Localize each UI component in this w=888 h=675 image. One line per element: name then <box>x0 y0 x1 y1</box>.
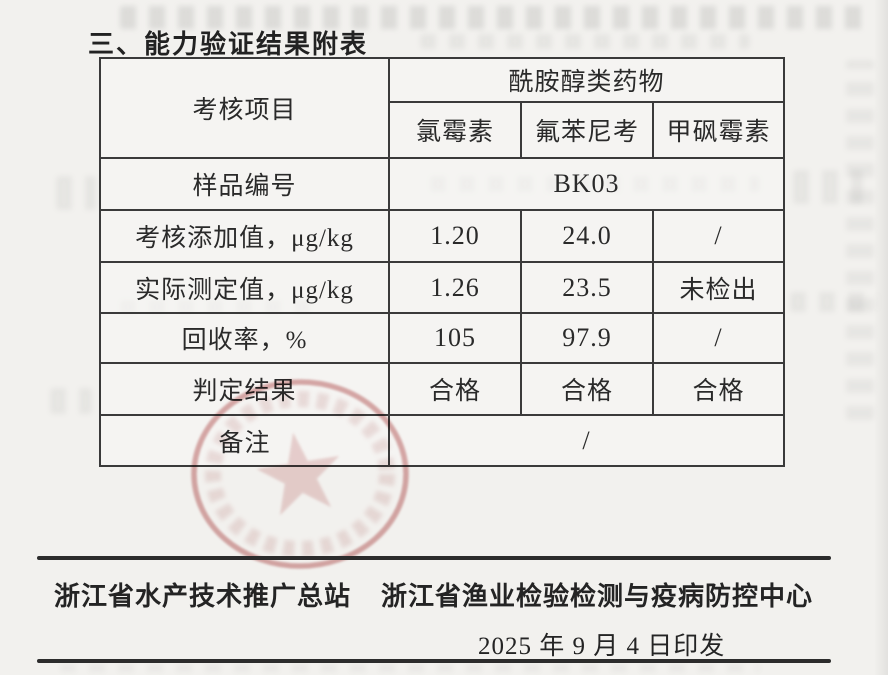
divider-line-bottom <box>37 659 831 663</box>
table-group-header: 酰胺醇类药物 <box>388 57 785 103</box>
column-header-chloramphenicol: 氯霉素 <box>388 101 522 159</box>
table-row: 判定结果 合格 合格 合格 <box>99 362 785 416</box>
cell-value: / <box>652 209 785 263</box>
row-label-measured-value: 实际测定值，μg/kg <box>99 261 390 314</box>
bleedthrough-artifact <box>50 388 92 414</box>
table-row: 回收率，% 105 97.9 / <box>99 312 785 364</box>
cell-value: 合格 <box>388 362 522 416</box>
bleedthrough-artifact <box>60 664 760 672</box>
cell-value: 97.9 <box>520 312 654 364</box>
issue-date: 2025 年 9 月 4 日印发 <box>478 633 726 660</box>
table-row: 实际测定值，μg/kg 1.26 23.5 未检出 <box>99 261 785 314</box>
results-table: 考核项目 酰胺醇类药物 氯霉素 氟苯尼考 甲砜霉素 样品编号 BK03 考核添加… <box>99 57 785 467</box>
bleedthrough-artifact <box>56 176 96 210</box>
table-row: 样品编号 BK03 <box>99 157 785 211</box>
row-label-recovery-rate: 回收率，% <box>99 312 390 364</box>
remarks-value: / <box>388 414 785 467</box>
issuer-right: 浙江省渔业检验检测与疫病防控中心 <box>381 582 814 611</box>
bleedthrough-artifact <box>793 170 863 204</box>
cell-value: 23.5 <box>520 261 654 314</box>
cell-value: 合格 <box>652 362 785 416</box>
row-label-remarks: 备注 <box>99 414 390 467</box>
divider-line-top <box>37 556 831 560</box>
table-row: 考核添加值，μg/kg 1.20 24.0 / <box>99 209 785 263</box>
bleedthrough-artifact <box>790 292 878 312</box>
cell-value: 1.26 <box>388 261 522 314</box>
column-header-thiamphenicol: 甲砜霉素 <box>652 101 785 159</box>
page-title: 三、能力验证结果附表 <box>88 30 369 59</box>
table-corner-header: 考核项目 <box>99 57 390 159</box>
row-label-judgement-result: 判定结果 <box>99 362 390 416</box>
cell-value: 合格 <box>520 362 654 416</box>
issuing-organizations: 浙江省水产技术推广总站 浙江省渔业检验检测与疫病防控中心 <box>54 576 854 613</box>
column-header-florfenicol: 氟苯尼考 <box>520 101 654 159</box>
issuer-left: 浙江省水产技术推广总站 <box>54 582 352 611</box>
table-row: 备注 / <box>99 414 785 467</box>
cell-value: / <box>652 312 785 364</box>
sample-number-value: BK03 <box>388 157 785 211</box>
bleedthrough-artifact <box>420 34 750 49</box>
cell-value: 105 <box>388 312 522 364</box>
row-label-sample-number: 样品编号 <box>99 157 390 211</box>
bleedthrough-artifact <box>846 60 874 420</box>
cell-value: 未检出 <box>652 261 785 314</box>
row-label-assigned-value: 考核添加值，μg/kg <box>99 209 390 263</box>
cell-value: 1.20 <box>388 209 522 263</box>
cell-value: 24.0 <box>520 209 654 263</box>
